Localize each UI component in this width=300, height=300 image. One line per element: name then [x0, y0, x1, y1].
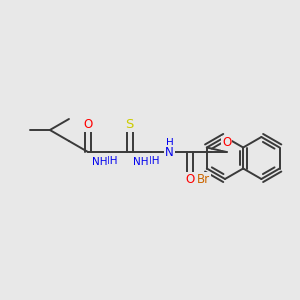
Text: O: O	[186, 173, 195, 186]
Text: S: S	[126, 118, 134, 131]
Text: H: H	[166, 138, 173, 148]
Text: NH: NH	[92, 157, 107, 167]
Text: N: N	[165, 146, 174, 158]
Text: O: O	[83, 118, 93, 131]
Text: N: N	[165, 146, 174, 158]
Text: NH: NH	[102, 156, 118, 166]
Text: NH: NH	[134, 157, 149, 167]
Text: Br: Br	[197, 173, 210, 186]
Text: NH: NH	[102, 156, 118, 166]
Text: NH: NH	[144, 156, 160, 166]
Text: H: H	[166, 138, 173, 148]
Text: O: O	[222, 136, 231, 149]
